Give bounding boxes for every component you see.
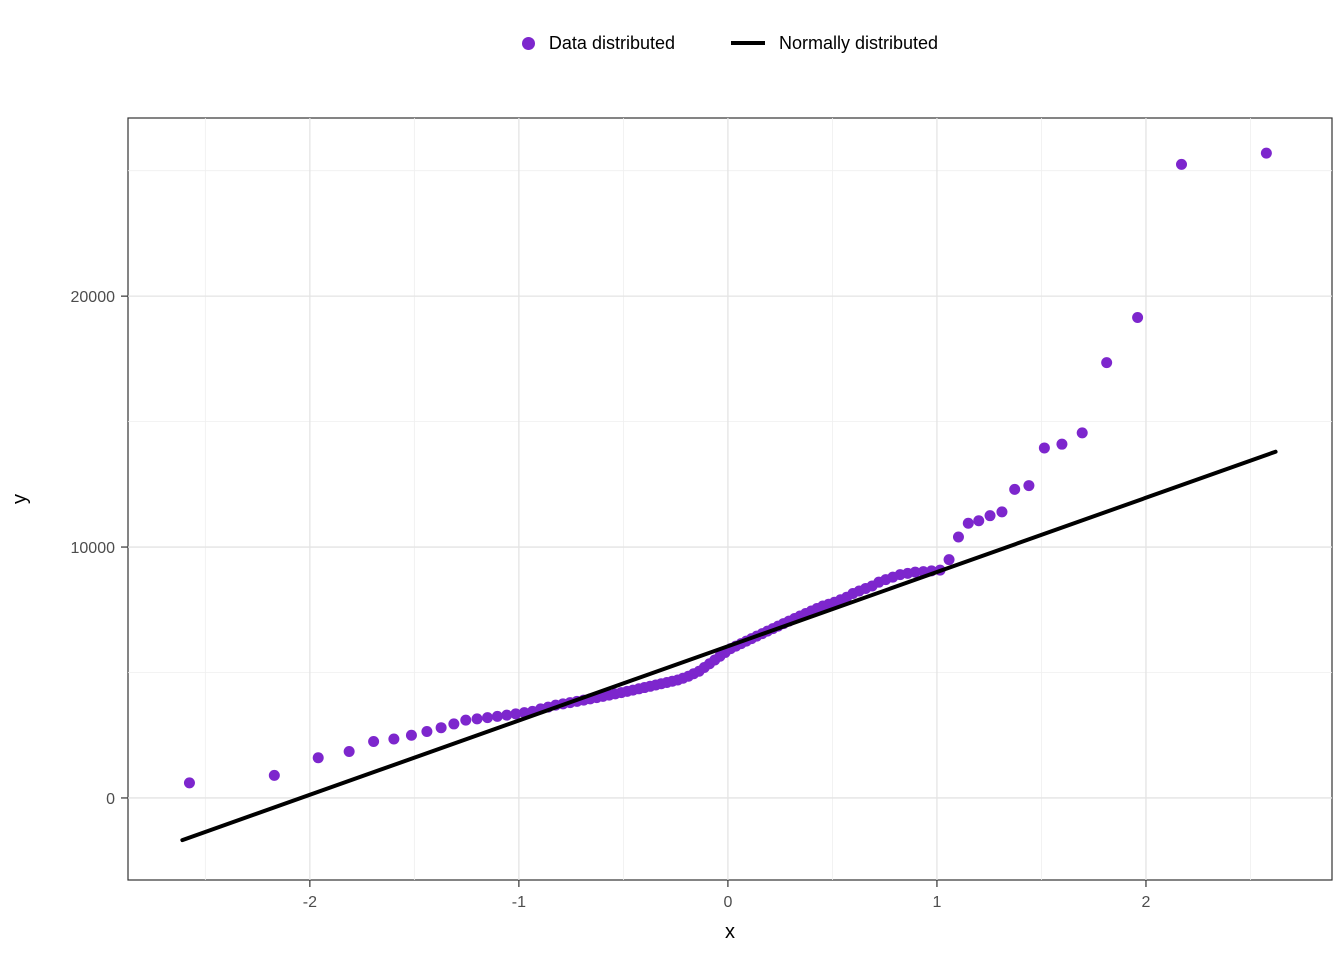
x-tick-label: 1: [932, 894, 941, 911]
data-point: [368, 736, 380, 748]
y-tick-label: 10000: [71, 540, 116, 557]
data-point: [471, 713, 483, 725]
data-point: [421, 725, 433, 737]
data-point: [460, 714, 472, 726]
data-point: [491, 710, 503, 722]
data-point: [909, 566, 921, 578]
data-point: [405, 729, 417, 741]
data-point: [501, 709, 513, 721]
x-axis-title: x: [725, 921, 735, 943]
data-point: [482, 712, 494, 724]
data-point: [1076, 427, 1088, 439]
data-point: [1038, 442, 1050, 454]
data-point: [1176, 158, 1187, 170]
data-point: [518, 707, 530, 719]
x-tick-label: 2: [1142, 894, 1151, 911]
data-point: [996, 506, 1008, 518]
legend-label-data-distributed: Data distributed: [548, 33, 675, 53]
panel-background: [127, 117, 1333, 881]
data-point: [1009, 483, 1021, 495]
data-point: [1056, 438, 1068, 450]
data-point: [984, 510, 996, 522]
data-point: [343, 746, 355, 758]
legend-item-normally-distributed: Normally distributed: [731, 34, 938, 52]
y-tick-label: 20000: [71, 289, 116, 306]
trend-line: [180, 449, 1278, 843]
point-swatch-icon: [521, 36, 535, 50]
legend: Data distributed Normally distributed: [128, 34, 1332, 52]
data-point: [1023, 480, 1035, 492]
data-point: [973, 515, 985, 527]
data-point: [962, 517, 974, 529]
data-point: [312, 752, 324, 764]
x-tick-label: -2: [303, 894, 317, 911]
data-point: [510, 708, 522, 720]
legend-label-normally-distributed: Normally distributed: [779, 33, 939, 53]
data-point: [268, 769, 280, 781]
x-tick-label: 0: [723, 894, 732, 911]
y-tick-label: 0: [106, 791, 115, 808]
data-point: [1132, 311, 1144, 323]
data-point: [448, 718, 460, 730]
data-point: [952, 531, 964, 543]
data-point: [435, 722, 447, 734]
data-point: [388, 733, 400, 745]
line-swatch-icon: [731, 41, 765, 45]
legend-item-data-distributed: Data distributed: [521, 33, 675, 53]
x-tick-label: -1: [512, 894, 526, 911]
data-point: [183, 777, 195, 789]
data-point: [1260, 147, 1272, 159]
data-point: [1101, 357, 1113, 369]
data-point: [943, 554, 955, 566]
y-axis-title: y: [9, 494, 31, 504]
